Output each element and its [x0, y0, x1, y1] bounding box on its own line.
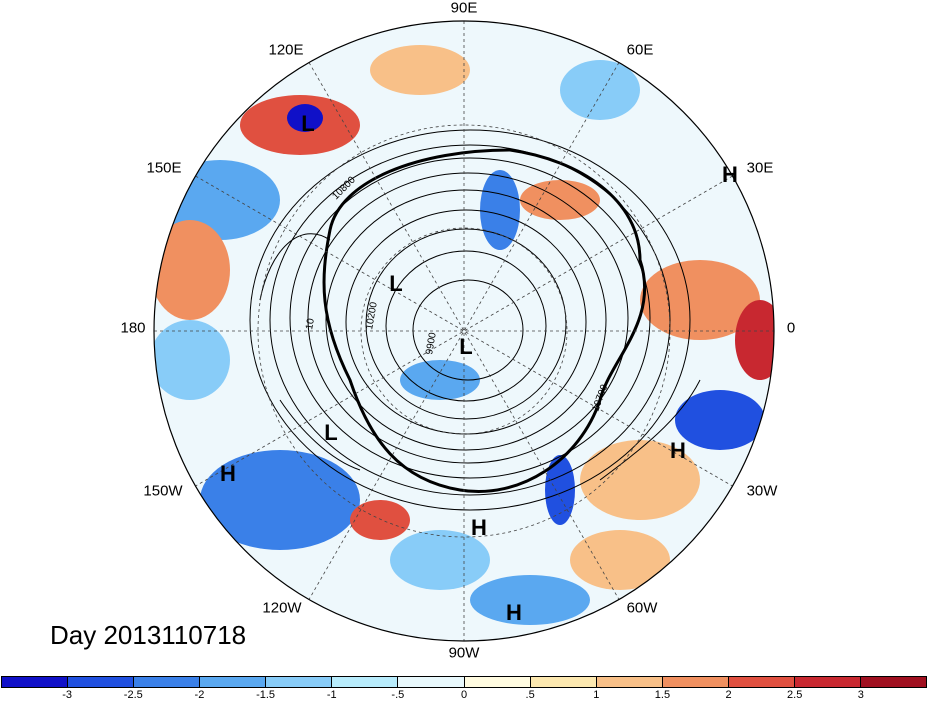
colorbar-segment [662, 677, 729, 687]
map-boundary [153, 20, 775, 642]
colorbar-segment [134, 677, 201, 687]
colorbar-tick-label: -2 [194, 689, 205, 701]
contour-label: 10200 [364, 301, 380, 331]
lon-label-60e: 60E [626, 41, 654, 59]
colorbar-segment [332, 677, 399, 687]
colorbar-tick-label: 1 [593, 689, 600, 701]
colorbar-tick-label: -1.5 [256, 689, 276, 701]
colorbar-tick-label: -.5 [391, 689, 405, 701]
colorbar-tick-label: 2.5 [787, 689, 803, 701]
contour-label: 10 [304, 317, 317, 330]
colorbar-segment [861, 677, 927, 687]
low-center-marker: L [301, 111, 315, 136]
lon-label-150w: 150W [143, 482, 183, 500]
colorbar-segment [464, 677, 531, 687]
colorbar-tick-label: -3 [62, 689, 73, 701]
colorbar-segment [200, 677, 267, 687]
low-center-marker: L [389, 271, 403, 296]
low-center-marker: L [459, 334, 473, 359]
lon-label-120e: 120E [268, 41, 304, 59]
graticule [154, 21, 774, 641]
colorbar-tick-label: -2.5 [123, 689, 143, 701]
colorbar-segment [728, 677, 795, 687]
lon-label-0: 0 [786, 319, 796, 337]
lon-label-60w: 60W [626, 599, 658, 617]
colorbar-segment [266, 677, 333, 687]
anomaly-field [154, 21, 774, 641]
colorbar-segment [794, 677, 862, 687]
date-label: Day 2013110718 [50, 620, 247, 650]
colorbar-segment [398, 677, 465, 687]
high-center-marker: H [471, 515, 487, 540]
colorbar-tick-label: 3 [857, 689, 864, 701]
lon-label-90e: 90E [450, 0, 478, 17]
high-center-marker: H [670, 438, 686, 463]
colorbar [1, 676, 927, 688]
colorbar-tick-label: 2 [725, 689, 732, 701]
lon-label-90w: 90W [448, 644, 480, 662]
colorbar-segment [2, 677, 69, 687]
colorbar-tick-label: .5 [525, 689, 535, 701]
high-center-marker: H [722, 162, 738, 187]
lon-label-150e: 150E [146, 159, 182, 177]
colorbar-segment [68, 677, 135, 687]
colorbar-tick-label: 1.5 [654, 689, 671, 701]
low-center-marker: L [324, 420, 338, 445]
lon-label-180: 180 [120, 319, 146, 337]
colorbar-tick-label: 0 [460, 689, 468, 701]
high-center-marker: H [506, 600, 522, 625]
colorbar-segment [530, 677, 597, 687]
contour-label: 9900 [424, 331, 439, 355]
height-contours [249, 129, 701, 511]
lon-label-30w: 30W [746, 482, 778, 500]
colorbar-tick-label: -1 [326, 689, 337, 701]
high-center-marker: H [220, 461, 236, 486]
lon-label-120w: 120W [262, 599, 302, 617]
colorbar-segment [596, 677, 663, 687]
lon-label-30e: 30E [746, 159, 774, 177]
